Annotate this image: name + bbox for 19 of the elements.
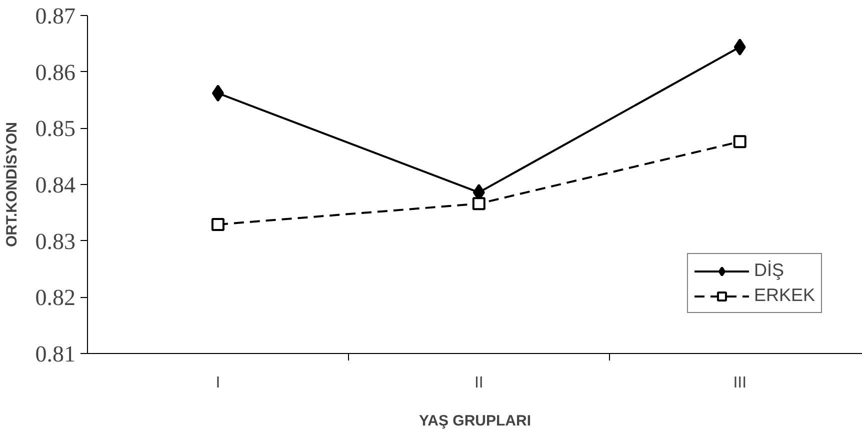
legend-label: DİŞ [754, 260, 784, 281]
point [734, 38, 746, 56]
y-tick-label: 0.83 [35, 228, 76, 254]
x-tick-label: II [474, 374, 484, 392]
y-tick-label: 0.85 [35, 116, 76, 142]
legend-label: ERKEK [754, 285, 815, 306]
point [733, 135, 746, 148]
y-tick-label: 0.86 [35, 60, 76, 85]
point [212, 84, 224, 102]
y-tick-label: 0.82 [35, 285, 76, 310]
y-tick-label: 0.84 [35, 172, 76, 198]
y-tick-label: 0.81 [35, 342, 76, 366]
y-tick-label: 0.87 [35, 4, 76, 28]
point [211, 218, 224, 231]
x-tick-label: III [733, 374, 747, 392]
x-axis-title: YAŞ GRUPLARI [419, 412, 531, 430]
y-axis-title: ORT.KONDİSYON [3, 122, 20, 248]
point [472, 197, 486, 210]
x-tick-label: I [216, 374, 220, 392]
